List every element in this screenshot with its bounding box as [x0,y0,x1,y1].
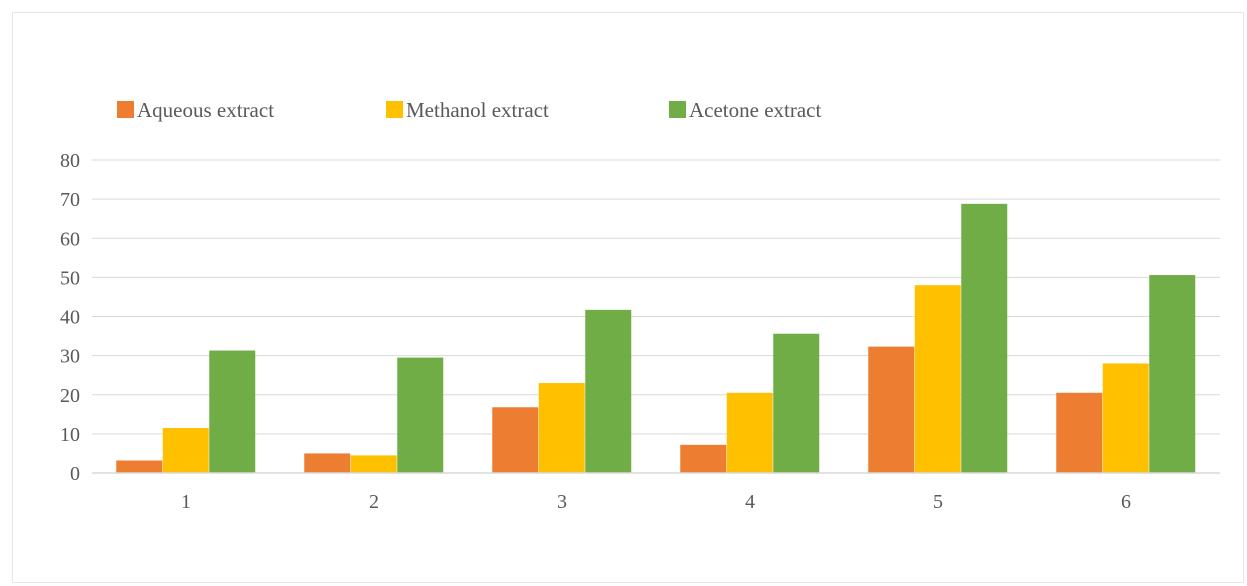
bar-acetone-extract-1 [209,350,256,473]
y-tick-label-80: 80 [60,150,80,172]
bar-methanol-extract-2 [350,455,397,473]
gridlines [92,159,1220,435]
bar-aqueous-extract-5 [868,346,915,473]
bar-aqueous-extract-3 [492,407,539,473]
legend-swatch-aqueous-extract [117,101,134,118]
y-tick-label-30: 30 [60,346,80,368]
x-axis-tick-labels: 1 2 3 4 5 6 [181,491,1131,513]
legend-item-acetone-extract: Acetone extract [669,98,822,122]
y-tick-label-70: 70 [60,189,80,211]
legend-swatch-acetone-extract [669,101,686,118]
legend-label-acetone-extract: Acetone extract [689,98,822,122]
x-tick-label-5: 5 [933,491,943,513]
chart-container [12,12,1244,583]
y-tick-label-20: 20 [60,385,80,407]
bar-methanol-extract-6 [1102,363,1149,473]
bar-aqueous-extract-4 [680,444,727,473]
bar-aqueous-extract-2 [304,453,351,473]
bar-acetone-extract-2 [397,357,444,473]
bar-acetone-extract-3 [585,309,632,473]
legend-item-aqueous-extract: Aqueous extract [117,98,274,122]
bar-aqueous-extract-1 [116,460,163,473]
legend-swatch-methanol-extract [386,101,403,118]
legend-label-aqueous-extract: Aqueous extract [137,98,274,122]
x-tick-label-1: 1 [181,491,191,513]
x-tick-label-6: 6 [1121,491,1131,513]
bar-methanol-extract-3 [538,383,585,473]
x-tick-label-3: 3 [557,491,567,513]
bar-acetone-extract-4 [773,333,820,473]
bar-acetone-extract-5 [961,203,1008,473]
legend-label-methanol-extract: Methanol extract [406,98,549,122]
y-tick-label-0: 0 [70,463,80,485]
bar-methanol-extract-5 [914,285,961,473]
y-tick-label-50: 50 [60,267,80,289]
legend: Aqueous extract Methanol extract Acetone e… [117,98,822,122]
y-tick-label-60: 60 [60,228,80,250]
y-tick-label-40: 40 [60,307,80,329]
bars [116,203,1196,473]
bar-methanol-extract-4 [726,392,773,473]
bar-methanol-extract-1 [162,428,209,473]
x-tick-label-2: 2 [369,491,379,513]
bar-acetone-extract-6 [1149,275,1196,473]
legend-item-methanol-extract: Methanol extract [386,98,549,122]
y-axis-tick-labels: 0 10 20 30 40 50 60 70 80 [60,150,80,485]
y-tick-label-10: 10 [60,424,80,446]
x-tick-label-4: 4 [745,491,755,513]
bar-aqueous-extract-6 [1056,392,1103,473]
